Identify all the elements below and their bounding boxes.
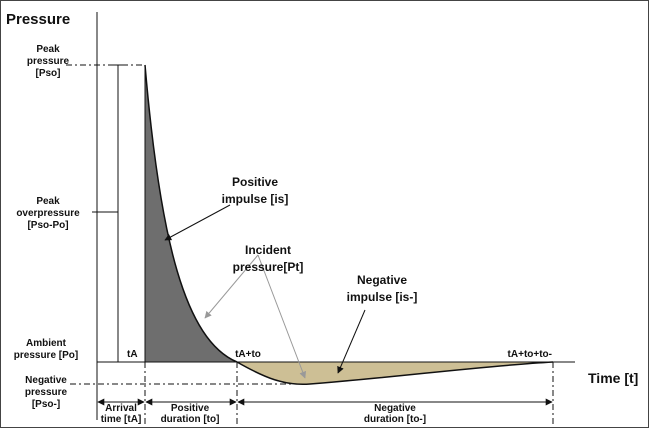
annotation: pressure[Pt]	[233, 260, 304, 274]
left-label: [Pso]	[36, 68, 61, 79]
annotation: impulse [is-]	[347, 290, 418, 304]
annotation: Positive	[232, 175, 278, 189]
left-label: Negative	[25, 375, 67, 386]
overpressure-bracket	[92, 64, 123, 363]
duration-label: Negative	[374, 403, 416, 414]
left-label: overpressure	[16, 208, 80, 219]
incident-arrow	[204, 254, 259, 319]
negative-impulse-area	[237, 362, 553, 385]
left-label: Ambient	[26, 338, 67, 349]
left-label: [Pso-Po]	[27, 220, 68, 231]
time-mark: tA+to	[235, 349, 261, 360]
annotation: Negative	[357, 273, 407, 287]
left-label: pressure [Po]	[14, 350, 78, 361]
time-mark: tA+to+to-	[508, 349, 552, 360]
duration-label: duration [to]	[161, 414, 220, 425]
time-axis-label: Time [t]	[588, 370, 638, 386]
positive-impulse-arrow	[164, 204, 231, 241]
pressure-curve	[144, 64, 554, 386]
duration-label: Positive	[171, 403, 210, 414]
annotation: Incident	[245, 243, 291, 257]
duration-label: time [tA]	[101, 414, 142, 425]
left-label: pressure	[27, 56, 70, 67]
left-label: Peak	[36, 196, 60, 207]
negative-impulse-arrow	[337, 309, 366, 374]
left-label: pressure	[25, 387, 68, 398]
time-mark: tA	[127, 349, 138, 360]
duration-label: duration [to-]	[364, 414, 426, 425]
annotation: impulse [is]	[222, 192, 289, 206]
guides	[66, 64, 554, 425]
left-label: [Pso-]	[32, 399, 60, 410]
duration-label: Arrival	[105, 403, 137, 414]
positive-impulse-area	[145, 65, 237, 362]
title: Pressure	[6, 11, 70, 28]
left-label: Peak	[36, 44, 60, 55]
incident-arrow	[257, 254, 307, 379]
